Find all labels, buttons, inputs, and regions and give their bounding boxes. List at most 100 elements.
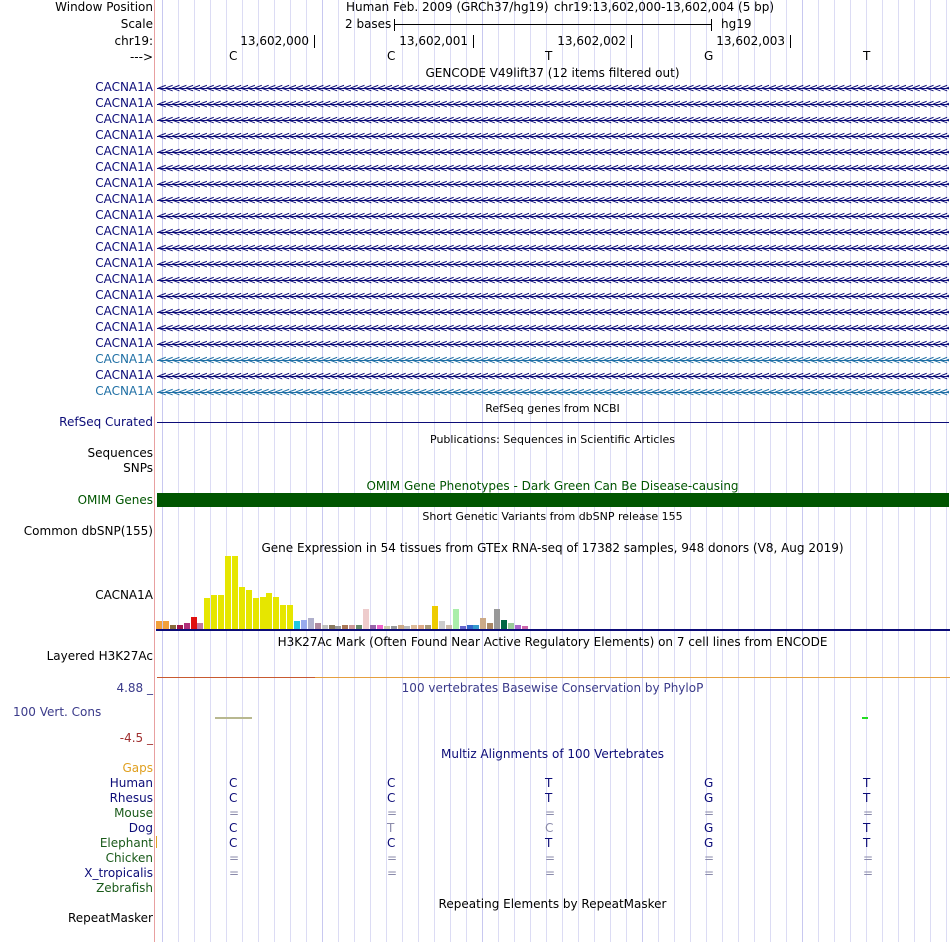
gencode-gene-line[interactable]: <<<<<<<<<<<<<<<<<<<<<<<<<<<<<<<<<<<<<<<<… — [157, 321, 949, 335]
gtex-bar[interactable] — [466, 625, 473, 629]
gaps-label[interactable]: Gaps — [122, 761, 153, 775]
gtex-bar[interactable] — [314, 623, 321, 629]
gtex-bar[interactable] — [363, 609, 369, 629]
h3k27ac-signal-left[interactable] — [157, 677, 315, 678]
gencode-gene-line[interactable]: <<<<<<<<<<<<<<<<<<<<<<<<<<<<<<<<<<<<<<<<… — [157, 113, 949, 127]
gtex-bar[interactable] — [252, 598, 259, 629]
gtex-bar[interactable] — [514, 625, 521, 629]
gencode-gene-label[interactable]: CACNA1A — [95, 128, 153, 142]
gtex-bar[interactable] — [480, 618, 487, 629]
gtex-bar[interactable] — [300, 620, 307, 629]
gencode-gene-label[interactable]: CACNA1A — [95, 176, 153, 190]
gencode-gene-line[interactable]: <<<<<<<<<<<<<<<<<<<<<<<<<<<<<<<<<<<<<<<<… — [157, 209, 949, 223]
gencode-gene-label[interactable]: CACNA1A — [95, 144, 153, 158]
gtex-bar[interactable] — [335, 626, 342, 629]
gtex-bar-chart[interactable] — [156, 556, 948, 629]
gtex-bar[interactable] — [321, 625, 328, 629]
gtex-bar[interactable] — [259, 597, 266, 629]
gencode-gene-label[interactable]: CACNA1A — [95, 112, 153, 126]
gtex-label[interactable]: CACNA1A — [95, 588, 153, 602]
gencode-gene-line[interactable]: <<<<<<<<<<<<<<<<<<<<<<<<<<<<<<<<<<<<<<<<… — [157, 241, 949, 255]
gtex-bar[interactable] — [507, 623, 514, 629]
gencode-gene-line[interactable]: <<<<<<<<<<<<<<<<<<<<<<<<<<<<<<<<<<<<<<<<… — [157, 273, 949, 287]
h3k27ac-signal-right[interactable] — [315, 677, 950, 678]
gtex-bar[interactable] — [266, 593, 273, 629]
species-label[interactable]: Dog — [128, 821, 153, 835]
gencode-gene-line[interactable]: <<<<<<<<<<<<<<<<<<<<<<<<<<<<<<<<<<<<<<<<… — [157, 225, 949, 239]
gtex-bar[interactable] — [411, 625, 418, 629]
gtex-bar[interactable] — [459, 626, 466, 629]
gencode-gene-line[interactable]: <<<<<<<<<<<<<<<<<<<<<<<<<<<<<<<<<<<<<<<<… — [157, 129, 949, 143]
gencode-gene-label[interactable]: CACNA1A — [95, 304, 153, 318]
species-label[interactable]: Elephant — [99, 836, 153, 850]
gtex-bar[interactable] — [197, 623, 204, 629]
gtex-bar[interactable] — [287, 605, 294, 629]
gtex-bar[interactable] — [218, 595, 225, 629]
gtex-bar[interactable] — [473, 625, 480, 629]
gtex-bar[interactable] — [190, 617, 197, 629]
gencode-gene-line[interactable]: <<<<<<<<<<<<<<<<<<<<<<<<<<<<<<<<<<<<<<<<… — [157, 305, 949, 319]
gtex-bar[interactable] — [369, 625, 376, 629]
gtex-bar[interactable] — [521, 626, 528, 629]
omim-label[interactable]: OMIM Genes — [77, 493, 153, 507]
repeatmasker-label[interactable]: RepeatMasker — [67, 911, 153, 925]
gencode-gene-label[interactable]: CACNA1A — [95, 208, 153, 222]
gencode-gene-label[interactable]: CACNA1A — [95, 192, 153, 206]
gtex-bar[interactable] — [425, 625, 432, 629]
gencode-gene-line[interactable]: <<<<<<<<<<<<<<<<<<<<<<<<<<<<<<<<<<<<<<<<… — [157, 81, 949, 95]
refseq-label[interactable]: RefSeq Curated — [59, 415, 153, 429]
gencode-gene-line[interactable]: <<<<<<<<<<<<<<<<<<<<<<<<<<<<<<<<<<<<<<<<… — [157, 161, 949, 175]
species-label[interactable]: X_tropicalis — [84, 866, 153, 880]
h3k27ac-label[interactable]: Layered H3K27Ac — [46, 649, 153, 663]
gtex-bar[interactable] — [390, 626, 397, 629]
gencode-gene-label[interactable]: CACNA1A — [95, 256, 153, 270]
gencode-gene-line[interactable]: <<<<<<<<<<<<<<<<<<<<<<<<<<<<<<<<<<<<<<<<… — [157, 257, 949, 271]
gtex-bar[interactable] — [438, 621, 445, 629]
gtex-bar[interactable] — [169, 625, 176, 629]
gencode-gene-label[interactable]: CACNA1A — [95, 160, 153, 174]
gtex-bar[interactable] — [501, 620, 507, 629]
snps-label[interactable]: SNPs — [123, 461, 153, 475]
gencode-gene-line[interactable]: <<<<<<<<<<<<<<<<<<<<<<<<<<<<<<<<<<<<<<<<… — [157, 369, 949, 383]
gtex-bar[interactable] — [204, 598, 211, 629]
gtex-bar[interactable] — [494, 609, 501, 629]
gtex-bar[interactable] — [280, 605, 287, 629]
species-label[interactable]: Mouse — [114, 806, 153, 820]
gencode-gene-label[interactable]: CACNA1A — [95, 80, 153, 94]
gtex-bar[interactable] — [383, 626, 390, 629]
gencode-gene-label[interactable]: CACNA1A — [95, 224, 153, 238]
gtex-bar[interactable] — [356, 625, 363, 629]
gtex-bar[interactable] — [176, 625, 183, 629]
gencode-gene-label[interactable]: CACNA1A — [95, 272, 153, 286]
gtex-bar[interactable] — [328, 625, 335, 629]
gtex-bar[interactable] — [349, 625, 356, 629]
gtex-bar[interactable] — [418, 625, 425, 629]
gtex-bar[interactable] — [376, 625, 383, 629]
gtex-bar[interactable] — [487, 623, 494, 629]
gtex-bar[interactable] — [231, 556, 238, 629]
species-label[interactable]: Human — [109, 776, 153, 790]
gencode-gene-line[interactable]: <<<<<<<<<<<<<<<<<<<<<<<<<<<<<<<<<<<<<<<<… — [157, 97, 949, 111]
gencode-gene-line[interactable]: <<<<<<<<<<<<<<<<<<<<<<<<<<<<<<<<<<<<<<<<… — [157, 337, 949, 351]
gencode-gene-label[interactable]: CACNA1A — [95, 352, 153, 366]
gtex-bar[interactable] — [445, 625, 452, 629]
gtex-bar[interactable] — [397, 625, 404, 629]
gtex-bar[interactable] — [452, 609, 459, 629]
gencode-gene-label[interactable]: CACNA1A — [95, 288, 153, 302]
gtex-bar[interactable] — [342, 625, 349, 629]
gtex-bar[interactable] — [307, 618, 314, 629]
species-label[interactable]: Chicken — [105, 851, 153, 865]
gencode-gene-label[interactable]: CACNA1A — [95, 368, 153, 382]
gtex-bar[interactable] — [432, 606, 438, 629]
gencode-gene-label[interactable]: CACNA1A — [95, 320, 153, 334]
gtex-bar[interactable] — [162, 621, 169, 629]
gtex-bar[interactable] — [156, 621, 162, 629]
gencode-gene-label[interactable]: CACNA1A — [95, 336, 153, 350]
gtex-bar[interactable] — [211, 595, 218, 629]
gencode-gene-line[interactable]: <<<<<<<<<<<<<<<<<<<<<<<<<<<<<<<<<<<<<<<<… — [157, 177, 949, 191]
gtex-bar[interactable] — [238, 587, 245, 629]
gencode-gene-line[interactable]: <<<<<<<<<<<<<<<<<<<<<<<<<<<<<<<<<<<<<<<<… — [157, 289, 949, 303]
gencode-gene-line[interactable]: <<<<<<<<<<<<<<<<<<<<<<<<<<<<<<<<<<<<<<<<… — [157, 193, 949, 207]
gtex-bar[interactable] — [294, 621, 300, 629]
sequences-label[interactable]: Sequences — [87, 446, 153, 460]
